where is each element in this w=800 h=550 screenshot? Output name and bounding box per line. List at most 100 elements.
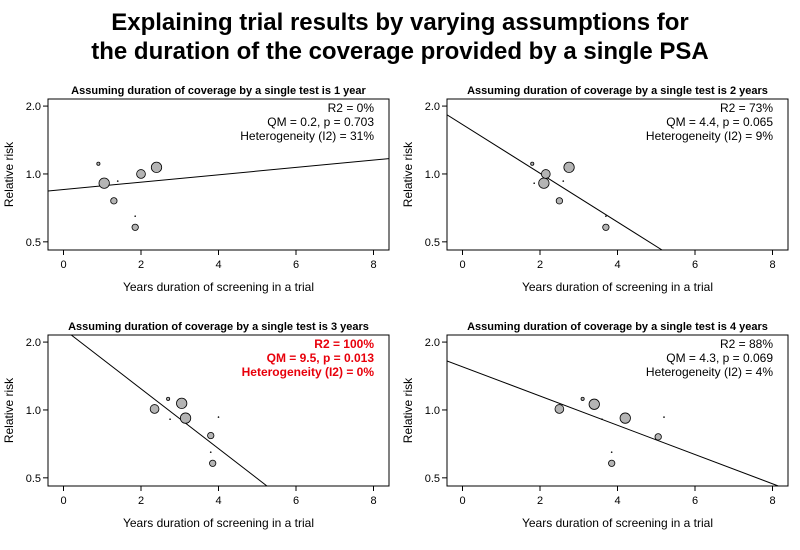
data-point — [134, 215, 136, 217]
data-point — [580, 396, 585, 401]
stats-line: Heterogeneity (I2) = 31% — [240, 129, 374, 143]
data-point — [110, 197, 118, 205]
y-axis-label: Relative risk — [2, 377, 16, 443]
x-tick-label: 6 — [293, 259, 299, 271]
x-tick-label: 8 — [370, 495, 376, 507]
data-point — [530, 161, 535, 166]
panel-title: Assuming duration of coverage by a singl… — [467, 85, 768, 97]
x-tick-label: 0 — [459, 495, 465, 507]
data-point — [533, 182, 535, 184]
y-tick-label: 0.5 — [425, 237, 440, 249]
x-tick-label: 8 — [370, 259, 376, 271]
data-point — [554, 404, 565, 414]
data-point — [563, 161, 575, 173]
y-tick-label: 2.0 — [425, 337, 440, 349]
data-point — [98, 177, 110, 189]
data-point — [663, 416, 665, 418]
chart-panel-2: Assuming duration of coverage by a singl… — [401, 85, 789, 294]
stats-line: R2 = 100% — [314, 337, 374, 351]
y-tick-label: 1.0 — [425, 169, 440, 181]
regression-line — [447, 360, 779, 486]
y-tick-label: 2.0 — [26, 101, 41, 113]
data-point — [136, 169, 146, 179]
data-point — [96, 161, 101, 166]
x-tick-label: 8 — [769, 259, 775, 271]
y-axis-label: Relative risk — [401, 377, 415, 443]
y-tick-label: 0.5 — [26, 473, 41, 485]
regression-line — [70, 335, 268, 486]
data-point — [207, 431, 215, 440]
y-tick-label: 0.5 — [425, 473, 440, 485]
main-title-line-2: the duration of the coverage provided by… — [91, 38, 709, 65]
x-tick-label: 2 — [138, 259, 144, 271]
data-point — [166, 396, 171, 401]
data-point — [176, 397, 188, 409]
data-point — [217, 416, 220, 418]
x-tick-label: 4 — [215, 259, 221, 271]
stats-line: R2 = 0% — [328, 101, 375, 115]
stats-line: QM = 0.2, p = 0.703 — [267, 115, 374, 129]
x-axis-label: Years duration of screening in a trial — [123, 280, 314, 294]
data-point — [538, 177, 550, 189]
stats-line: QM = 4.4, p = 0.065 — [666, 115, 773, 129]
stats-line: Heterogeneity (I2) = 4% — [646, 365, 773, 379]
data-point — [605, 215, 607, 217]
data-point — [608, 459, 616, 467]
x-tick-label: 0 — [60, 495, 66, 507]
y-tick-label: 0.5 — [26, 237, 41, 249]
y-axis-label: Relative risk — [2, 141, 16, 207]
main-title: Explaining trial results by varying assu… — [0, 8, 800, 66]
data-point — [209, 451, 212, 453]
main-title-line-1: Explaining trial results by varying assu… — [111, 9, 689, 36]
y-tick-label: 1.0 — [26, 169, 41, 181]
panel-title: Assuming duration of coverage by a singl… — [68, 321, 369, 333]
stats-line: R2 = 73% — [720, 101, 773, 115]
x-axis-label: Years duration of screening in a trial — [522, 516, 713, 530]
y-tick-label: 2.0 — [26, 337, 41, 349]
data-point — [116, 180, 119, 182]
panel-title: Assuming duration of coverage by a singl… — [467, 321, 768, 333]
x-tick-label: 2 — [537, 495, 543, 507]
stats-line: QM = 4.3, p = 0.069 — [666, 351, 773, 365]
data-point — [541, 169, 551, 179]
x-axis-label: Years duration of screening in a trial — [123, 516, 314, 530]
x-tick-label: 8 — [769, 495, 775, 507]
y-axis-label: Relative risk — [401, 141, 415, 207]
panel-title: Assuming duration of coverage by a singl… — [71, 85, 366, 97]
x-tick-label: 4 — [614, 495, 620, 507]
data-point — [562, 180, 565, 182]
regression-line — [447, 114, 663, 250]
data-point — [131, 223, 139, 231]
stats-line: Heterogeneity (I2) = 0% — [242, 365, 375, 379]
data-point — [602, 223, 610, 231]
data-point — [169, 418, 171, 420]
x-tick-label: 4 — [215, 495, 221, 507]
x-axis-label: Years duration of screening in a trial — [522, 280, 713, 294]
x-tick-label: 0 — [459, 259, 465, 271]
data-point — [555, 197, 563, 205]
stats-line: R2 = 88% — [720, 337, 773, 351]
x-tick-label: 2 — [138, 495, 144, 507]
data-point — [150, 161, 163, 173]
data-point — [654, 433, 662, 441]
x-tick-label: 2 — [537, 259, 543, 271]
y-tick-label: 2.0 — [425, 101, 440, 113]
y-tick-label: 1.0 — [26, 405, 41, 417]
data-point — [179, 412, 192, 424]
data-point — [610, 451, 613, 453]
x-tick-label: 4 — [614, 259, 620, 271]
data-point — [588, 398, 600, 410]
x-tick-label: 6 — [692, 495, 698, 507]
x-tick-label: 6 — [293, 495, 299, 507]
x-tick-label: 0 — [60, 259, 66, 271]
stats-line: Heterogeneity (I2) = 9% — [646, 129, 773, 143]
data-point — [619, 412, 631, 424]
chart-panel-1: Assuming duration of coverage by a singl… — [2, 85, 390, 294]
data-point — [601, 418, 603, 420]
data-point — [209, 459, 217, 467]
data-point — [149, 404, 160, 414]
x-tick-label: 6 — [692, 259, 698, 271]
chart-panel-3: Assuming duration of coverage by a singl… — [2, 321, 390, 530]
stats-line: QM = 9.5, p = 0.013 — [267, 351, 375, 365]
